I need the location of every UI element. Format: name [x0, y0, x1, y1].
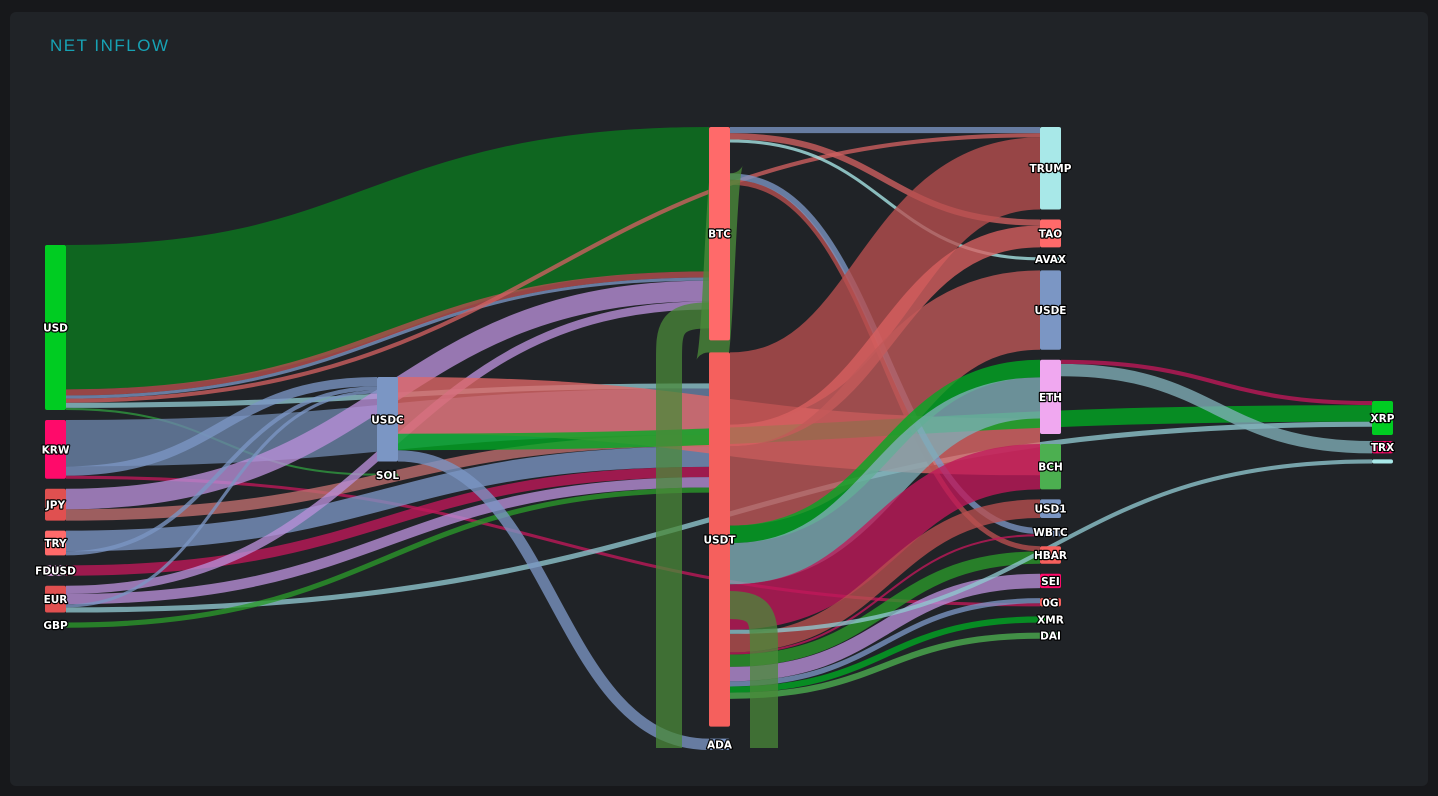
node-usd[interactable]	[45, 245, 66, 410]
node-ada[interactable]	[709, 738, 730, 750]
node-label-hbar: HBAR	[1034, 550, 1067, 562]
node-label-usd1: USD1	[1034, 504, 1066, 516]
node-label-fdusd: FDUSD	[35, 566, 76, 578]
flow-eth-trx[interactable]	[1060, 363, 1373, 454]
flow-btc-usdt-loop[interactable]	[656, 302, 710, 748]
flow-try-usdc[interactable]	[65, 386, 378, 556]
node-label-0g: 0G	[1043, 597, 1059, 609]
flow-usdt-usdt-loop[interactable]	[729, 591, 778, 748]
node-usd1[interactable]	[1040, 499, 1061, 518]
flow-usd-trump[interactable]	[65, 133, 1041, 403]
node-label-avax: AVAX	[1035, 254, 1066, 266]
node-fdusd[interactable]	[45, 565, 66, 576]
flow-usdt-sei[interactable]	[729, 573, 1041, 682]
node-label-usd: USD	[43, 322, 68, 334]
node-jpy[interactable]	[45, 488, 66, 521]
node-unk[interactable]	[1372, 459, 1393, 464]
node-label-xmr: XMR	[1037, 614, 1064, 626]
node-label-btc: BTC	[708, 229, 731, 241]
node-label-eur: EUR	[44, 594, 68, 606]
node-label-trump: TRUMP	[1030, 163, 1072, 175]
node-label-usdt: USDT	[704, 535, 737, 547]
node-label-ada: ADA	[707, 739, 733, 751]
node-trx[interactable]	[1372, 441, 1393, 454]
flow-usd-btc[interactable]	[65, 271, 710, 396]
node-label-jpy: JPY	[45, 500, 66, 512]
flow-eur-usdt[interactable]	[65, 477, 710, 605]
flow-gbp-usdt[interactable]	[65, 487, 710, 628]
node-tao[interactable]	[1040, 219, 1061, 248]
node-hbar[interactable]	[1040, 546, 1061, 564]
flow-usdt-hbar[interactable]	[729, 551, 1041, 667]
node-label-wbtc: WBTC	[1033, 527, 1068, 539]
node-label-dai: DAI	[1040, 631, 1061, 643]
node-usdt[interactable]	[709, 352, 730, 727]
node-label-usde: USDE	[1035, 305, 1067, 317]
node-label-gbp: GBP	[43, 620, 68, 632]
node-0g[interactable]	[1040, 598, 1061, 607]
node-eth[interactable]	[1040, 359, 1061, 435]
node-label-eth: ETH	[1039, 392, 1062, 404]
flow-try-usdt[interactable]	[65, 446, 710, 552]
node-wbtc[interactable]	[1040, 527, 1061, 537]
node-label-xrp: XRP	[1371, 413, 1395, 425]
flow-eth-xrp[interactable]	[1060, 359, 1373, 406]
node-avax[interactable]	[1040, 257, 1061, 261]
flow-usdc-ada[interactable]	[397, 450, 710, 751]
node-dai[interactable]	[1040, 632, 1061, 639]
flow-krw-usdc[interactable]	[65, 376, 378, 476]
nodes-layer	[45, 127, 1393, 750]
flow-usdt-trump[interactable]	[728, 137, 1042, 425]
flow-usdt-usd1[interactable]	[729, 499, 1041, 653]
node-eur[interactable]	[45, 585, 66, 613]
node-label-try: TRY	[44, 538, 67, 550]
node-sol[interactable]	[377, 473, 398, 477]
flow-usdt-tao[interactable]	[729, 225, 1041, 447]
flow-usdt-bch[interactable]	[729, 444, 1041, 630]
node-label-tao: TAO	[1039, 228, 1062, 240]
flow-usdt-eth[interactable]	[729, 377, 1041, 585]
node-trump[interactable]	[1040, 127, 1061, 210]
node-sei[interactable]	[1040, 573, 1061, 589]
node-label-trx: TRX	[1371, 442, 1394, 454]
node-krw[interactable]	[45, 419, 66, 479]
flow-usdt-0g[interactable]	[729, 598, 1041, 687]
node-label-sol: SOL	[376, 470, 399, 482]
node-xrp[interactable]	[1372, 401, 1393, 436]
node-usde[interactable]	[1040, 270, 1061, 350]
node-gbp[interactable]	[45, 622, 66, 628]
node-xmr[interactable]	[1040, 616, 1061, 623]
flow-usdt-usde[interactable]	[728, 270, 1042, 526]
flow-usd-btc[interactable]	[65, 277, 710, 399]
flow-usdt-wbtc[interactable]	[729, 534, 1041, 655]
page-title: NET INFLOW	[50, 36, 170, 55]
node-label-sei: SEI	[1041, 576, 1060, 588]
flow-usdt-xmr[interactable]	[729, 616, 1041, 693]
node-label-krw: KRW	[42, 444, 70, 456]
node-try[interactable]	[45, 530, 66, 556]
labels-layer: USD KRW JPY TRY FDUSD EUR GBP USDC SOL BTC USDT ADA…	[34, 162, 1396, 752]
node-btc[interactable]	[709, 127, 730, 341]
node-usdc[interactable]	[377, 377, 398, 462]
flow-fdusd-usdt[interactable]	[65, 466, 710, 576]
node-bch[interactable]	[1040, 444, 1061, 490]
node-label-bch: BCH	[1038, 462, 1063, 474]
flow-usd-btc[interactable]	[65, 127, 710, 390]
flow-usdt-dai[interactable]	[729, 632, 1041, 699]
node-label-usdc: USDC	[371, 414, 404, 426]
flow-eur-usdc[interactable]	[65, 390, 378, 608]
